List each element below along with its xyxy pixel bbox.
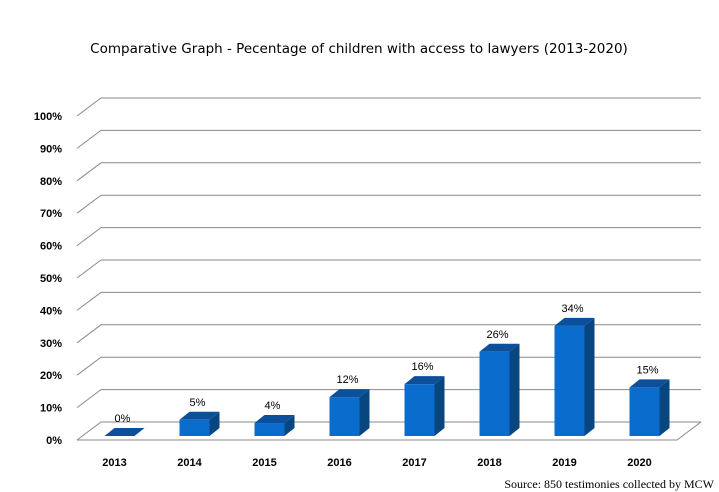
chart-title: Comparative Graph - Pecentage of childre…	[90, 41, 628, 57]
bar-front	[479, 351, 510, 436]
x-tick-label: 2016	[327, 457, 351, 469]
bar	[254, 415, 295, 436]
bar-top	[179, 411, 220, 420]
data-label: 16%	[411, 361, 433, 373]
bar-layer: 0% 5% 4% 12% 16% 26% 34% 15%	[104, 303, 670, 436]
y-tick-label: 20%	[40, 370, 62, 382]
bar-side	[509, 343, 520, 436]
y-tick-label: 70%	[40, 208, 62, 220]
x-tick-label: 2015	[252, 457, 276, 469]
data-label: 0%	[115, 413, 131, 425]
bar	[554, 317, 595, 436]
x-tick-label: 2019	[552, 457, 576, 469]
bar-front	[254, 423, 285, 436]
data-label: 34%	[561, 303, 583, 315]
bar-side	[359, 389, 370, 436]
data-label: 26%	[486, 329, 508, 341]
gridline	[76, 356, 701, 376]
bar-side	[659, 379, 670, 436]
bar	[629, 379, 670, 436]
bar-top	[254, 415, 295, 424]
source-note: Source: 850 testimonies collected by MCW	[504, 477, 714, 491]
bar	[329, 389, 370, 436]
gridline	[76, 129, 701, 149]
bar-top	[479, 343, 520, 352]
gridline	[76, 162, 701, 182]
gridline	[76, 259, 701, 279]
y-tick-label: 50%	[40, 273, 62, 285]
x-tick-label: 2014	[177, 457, 202, 469]
x-tick-label: 2017	[402, 457, 426, 469]
bar	[479, 343, 520, 436]
data-label: 4%	[265, 400, 281, 412]
bar-side	[209, 411, 220, 436]
bar-front	[179, 419, 210, 436]
gridline	[76, 97, 701, 117]
bar-top	[629, 379, 670, 388]
y-tick-label: 80%	[40, 176, 62, 188]
bar-front	[629, 387, 660, 436]
y-tick-label: 90%	[40, 143, 62, 155]
bar	[104, 428, 145, 436]
y-tick-label: 10%	[40, 403, 62, 415]
bar	[179, 411, 220, 436]
y-axis-ticks: 0% 10% 20% 30% 40% 50% 60% 70% 80% 90% 100%	[34, 111, 62, 447]
y-tick-label: 0%	[46, 435, 62, 447]
data-label: 5%	[190, 397, 206, 409]
x-tick-label: 2018	[477, 457, 501, 469]
gridline	[76, 421, 701, 441]
bar-side	[284, 415, 295, 436]
floor-edge	[676, 421, 702, 441]
bar-top	[554, 317, 595, 326]
gridline	[76, 227, 701, 247]
bar-top	[329, 389, 370, 398]
bar-front	[404, 384, 435, 436]
bar-top	[404, 376, 445, 385]
gridline	[76, 291, 701, 311]
y-tick-label: 30%	[40, 338, 62, 350]
gridline	[76, 324, 701, 344]
gridline	[76, 194, 701, 214]
y-tick-label: 60%	[40, 241, 62, 253]
grid-layer	[76, 97, 702, 441]
x-tick-label: 2013	[102, 457, 126, 469]
bar	[404, 376, 445, 436]
y-tick-label: 100%	[34, 111, 62, 123]
bar-front	[329, 397, 360, 436]
data-label: 15%	[636, 364, 658, 376]
data-label: 12%	[336, 374, 358, 386]
x-tick-label: 2020	[627, 457, 651, 469]
bar-side	[434, 376, 445, 436]
bar-side	[584, 317, 595, 436]
y-tick-label: 40%	[40, 305, 62, 317]
x-axis-ticks: 2013 2014 2015 2016 2017 2018 2019 2020	[102, 457, 651, 469]
gridline	[76, 389, 701, 409]
bar-top	[104, 428, 145, 436]
bar-front	[554, 325, 585, 436]
